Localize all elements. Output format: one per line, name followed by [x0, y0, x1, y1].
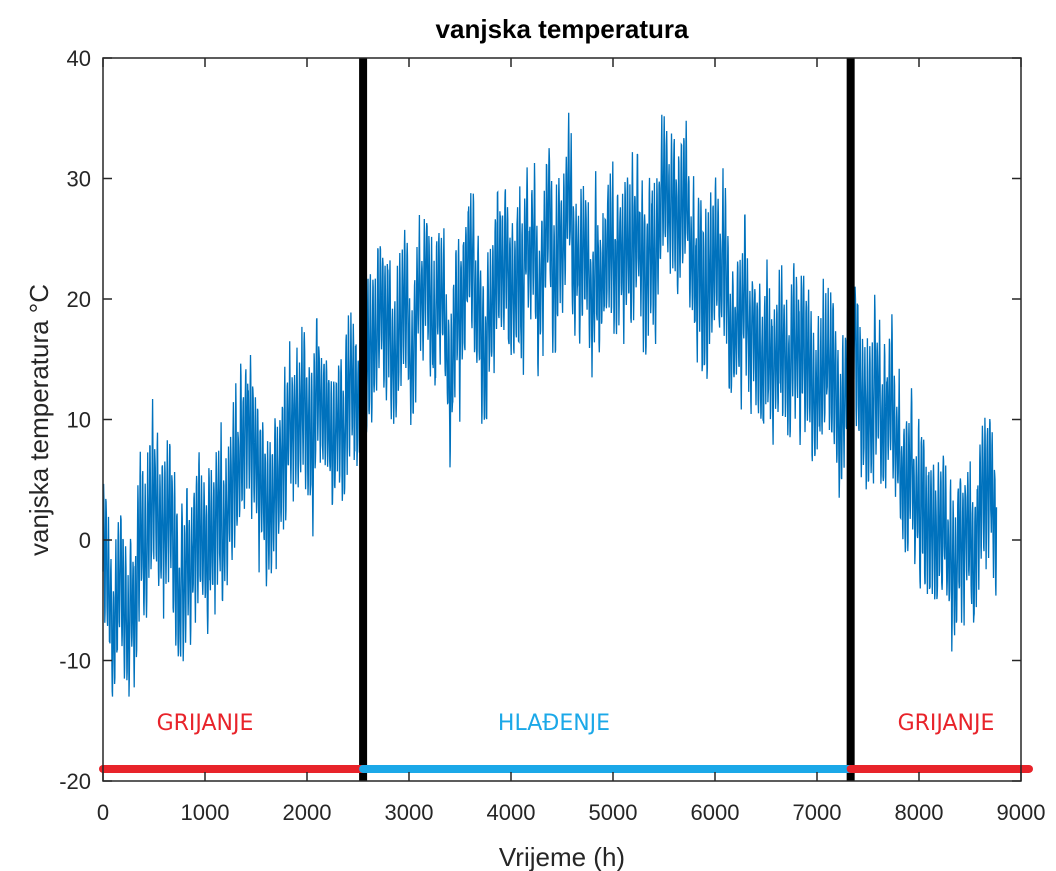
x-tick-label: 2000: [283, 800, 332, 825]
x-tick-label: 6000: [691, 800, 740, 825]
x-axis-title: Vrijeme (h): [499, 842, 625, 871]
x-tick-label: 5000: [589, 800, 638, 825]
period-label-2: HLAĐENJE: [498, 711, 610, 736]
y-tick-label: 20: [67, 287, 91, 312]
chart-title: vanjska temperatura: [436, 14, 689, 44]
period-label-1: GRIJANJE: [157, 711, 254, 736]
x-tick-label: 4000: [487, 800, 536, 825]
y-tick-label: -20: [59, 769, 91, 794]
period-label-3: GRIJANJE: [898, 711, 995, 736]
x-tick-label: 9000: [997, 800, 1046, 825]
x-tick-label: 3000: [385, 800, 434, 825]
y-tick-label: 30: [67, 167, 91, 192]
x-tick-label: 1000: [181, 800, 230, 825]
x-tick-label: 0: [97, 800, 109, 825]
x-tick-label: 7000: [793, 800, 842, 825]
y-tick-label: -10: [59, 649, 91, 674]
y-tick-label: 40: [67, 46, 91, 71]
y-axis-title: vanjska temperatura °C: [24, 284, 54, 556]
y-tick-label: 0: [79, 528, 91, 553]
y-tick-label: 10: [67, 408, 91, 433]
x-tick-label: 8000: [895, 800, 944, 825]
